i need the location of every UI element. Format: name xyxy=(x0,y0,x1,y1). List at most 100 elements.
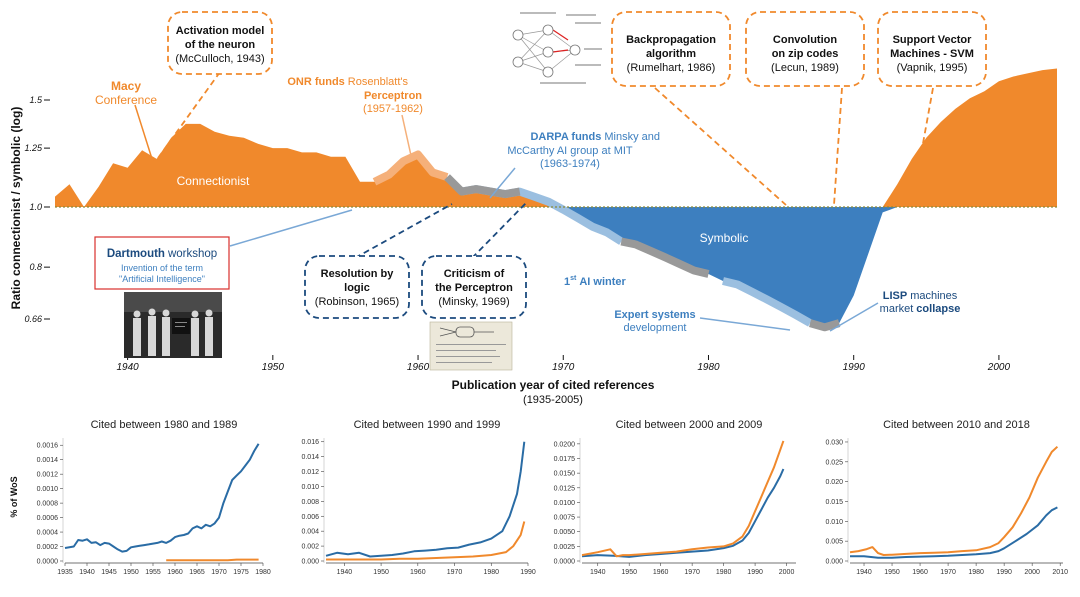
small-x-tick-label: 1960 xyxy=(653,569,669,576)
small-y-tick-label: 0.0002 xyxy=(37,544,59,551)
small-y-tick-label: 0.0125 xyxy=(554,485,576,492)
onr-perceptron: Perceptron xyxy=(364,90,422,102)
small-x-tick-label: 1965 xyxy=(189,569,205,576)
ai-winter-label: 1st AI winter xyxy=(564,275,627,288)
series-line-symbolic xyxy=(850,506,1058,559)
small-x-tick-label: 1945 xyxy=(101,569,117,576)
small-chart-title: Cited between 2000 and 2009 xyxy=(616,419,763,431)
symbolic-onset-band xyxy=(444,174,521,199)
criticism-title: Criticism of xyxy=(444,268,505,280)
svm-box xyxy=(877,11,987,87)
main-x-tick-label: 2000 xyxy=(987,362,1011,373)
mcculloch-box xyxy=(167,11,273,75)
small-y-tick-label: 0.0014 xyxy=(37,457,59,464)
small-chart-title: Cited between 1990 and 1999 xyxy=(354,419,501,431)
criticism-title-2: the Perceptron xyxy=(435,282,513,294)
series-line-symbolic xyxy=(581,468,785,558)
small-chart-title: Cited between 1980 and 1989 xyxy=(91,419,238,431)
symbolic-area xyxy=(55,207,1057,328)
small-y-tick-label: 0.0016 xyxy=(37,443,59,450)
small-x-tick-label: 1940 xyxy=(590,569,606,576)
small-y-tick-label: 0.0000 xyxy=(37,559,59,566)
onr-title: ONR funds Rosenblatt's xyxy=(287,76,408,88)
lisp-collapse-band xyxy=(808,319,841,332)
small-y-tick-label: 0.0100 xyxy=(554,500,576,507)
connectionist-label: Connectionist xyxy=(177,174,250,188)
expert-systems-title: Expert systems xyxy=(614,309,695,321)
main-x-tick-label: 1970 xyxy=(552,362,575,373)
main-y-tick-label: 1.0 xyxy=(29,202,42,212)
main-x-label: Publication year of cited references xyxy=(452,378,655,392)
small-y-tick-label: 0.0025 xyxy=(554,544,576,551)
series-line-symbolic xyxy=(64,443,260,553)
main-y-tick-label: 0.8 xyxy=(29,262,42,272)
small-x-tick-label: 1940 xyxy=(856,569,872,576)
small-y-tick-label: 0.025 xyxy=(825,459,843,466)
dartmouth-photo xyxy=(124,292,222,358)
small-y-tick-label: 0.002 xyxy=(301,544,319,551)
small-chart-title: Cited between 2010 and 2018 xyxy=(883,419,1030,431)
main-x-tick-label: 1990 xyxy=(843,362,866,373)
small-y-tick-label: 0.015 xyxy=(825,499,843,506)
main-y-tick-label: 1.5 xyxy=(29,95,43,105)
small-y-tick-label: 0.010 xyxy=(301,484,319,491)
ai-winter-band xyxy=(620,237,710,278)
svm-title: Support Vector xyxy=(893,34,973,46)
small-y-tick-label: 0.008 xyxy=(301,499,319,506)
small-y-tick-label: 0.012 xyxy=(301,469,319,476)
small-x-tick-label: 1970 xyxy=(447,569,463,576)
small-x-tick-label: 1980 xyxy=(255,569,271,576)
small-x-tick-label: 1950 xyxy=(373,569,389,576)
dartmouth-sub-2: "Artificial Intelligence" xyxy=(119,274,205,284)
main-y-label: Ratio connectionist / symbolic (log) xyxy=(9,107,23,310)
convolution-title-2: on zip codes xyxy=(772,48,839,60)
small-y-tick-label: 0.000 xyxy=(301,559,319,566)
blue-solid-connectors xyxy=(229,167,879,332)
criticism-box xyxy=(421,255,527,319)
small-x-tick-label: 1990 xyxy=(996,569,1012,576)
small-x-tick-label: 1975 xyxy=(233,569,249,576)
small-y-tick-label: 0.000 xyxy=(825,559,843,566)
macy-title: Macy xyxy=(111,79,141,93)
small-x-tick-label: 1990 xyxy=(747,569,763,576)
connectionist-area xyxy=(55,68,1057,207)
small-x-tick-label: 1955 xyxy=(145,569,161,576)
resolution-title: Resolution by xyxy=(321,268,395,280)
small-y-tick-label: 0.0075 xyxy=(554,515,576,522)
small-y-tick-label: 0.006 xyxy=(301,514,319,521)
small-x-tick-label: 1950 xyxy=(123,569,139,576)
small-multiples: Cited between 1980 and 1989 0.0000 0.0002 0… xyxy=(37,419,1069,576)
expert-systems-text: development xyxy=(624,322,687,334)
small-x-tick-label: 1970 xyxy=(940,569,956,576)
mcculloch-title-2: of the neuron xyxy=(185,39,256,51)
expert-systems-band xyxy=(722,277,813,327)
macy-text: Conference xyxy=(95,93,157,107)
small-x-tick-label: 1940 xyxy=(337,569,353,576)
era-highlights xyxy=(372,150,841,332)
small-y-tick-label: 0.0012 xyxy=(37,472,59,479)
main-chart: 1.51.251.00.80.66 1940 1950 1960 1970 1980 19… xyxy=(9,6,1057,406)
small-y-tick-label: 0.0150 xyxy=(554,471,576,478)
small-y-tick-label: 0.0004 xyxy=(37,530,59,537)
blue-connectors xyxy=(354,200,529,259)
backprop-title: Backpropagation xyxy=(626,34,716,46)
convolution-sub: (Lecun, 1989) xyxy=(771,62,839,74)
small-y-tick-label: 0.0006 xyxy=(37,515,59,522)
resolution-box xyxy=(304,255,410,319)
svm-title-2: Machines - SVM xyxy=(890,48,974,60)
small-x-tick-label: 1990 xyxy=(520,569,536,576)
dartmouth-box xyxy=(94,236,230,290)
small-y-tick-label: 0.0008 xyxy=(37,501,59,508)
series-line-symbolic xyxy=(325,441,526,558)
small-x-tick-label: 1940 xyxy=(79,569,95,576)
small-y-tick-label: 0.016 xyxy=(301,439,319,446)
resolution-title-2: logic xyxy=(344,282,370,294)
small-y-tick-label: 0.004 xyxy=(301,529,319,536)
small-x-tick-label: 1980 xyxy=(968,569,984,576)
convolution-box xyxy=(745,11,865,87)
small-y-label: % of WoS xyxy=(9,476,19,517)
perceptron-diagram xyxy=(429,321,513,371)
backprop-sub: (Rumelhart, 1986) xyxy=(627,62,716,74)
small-x-tick-label: 1960 xyxy=(410,569,426,576)
